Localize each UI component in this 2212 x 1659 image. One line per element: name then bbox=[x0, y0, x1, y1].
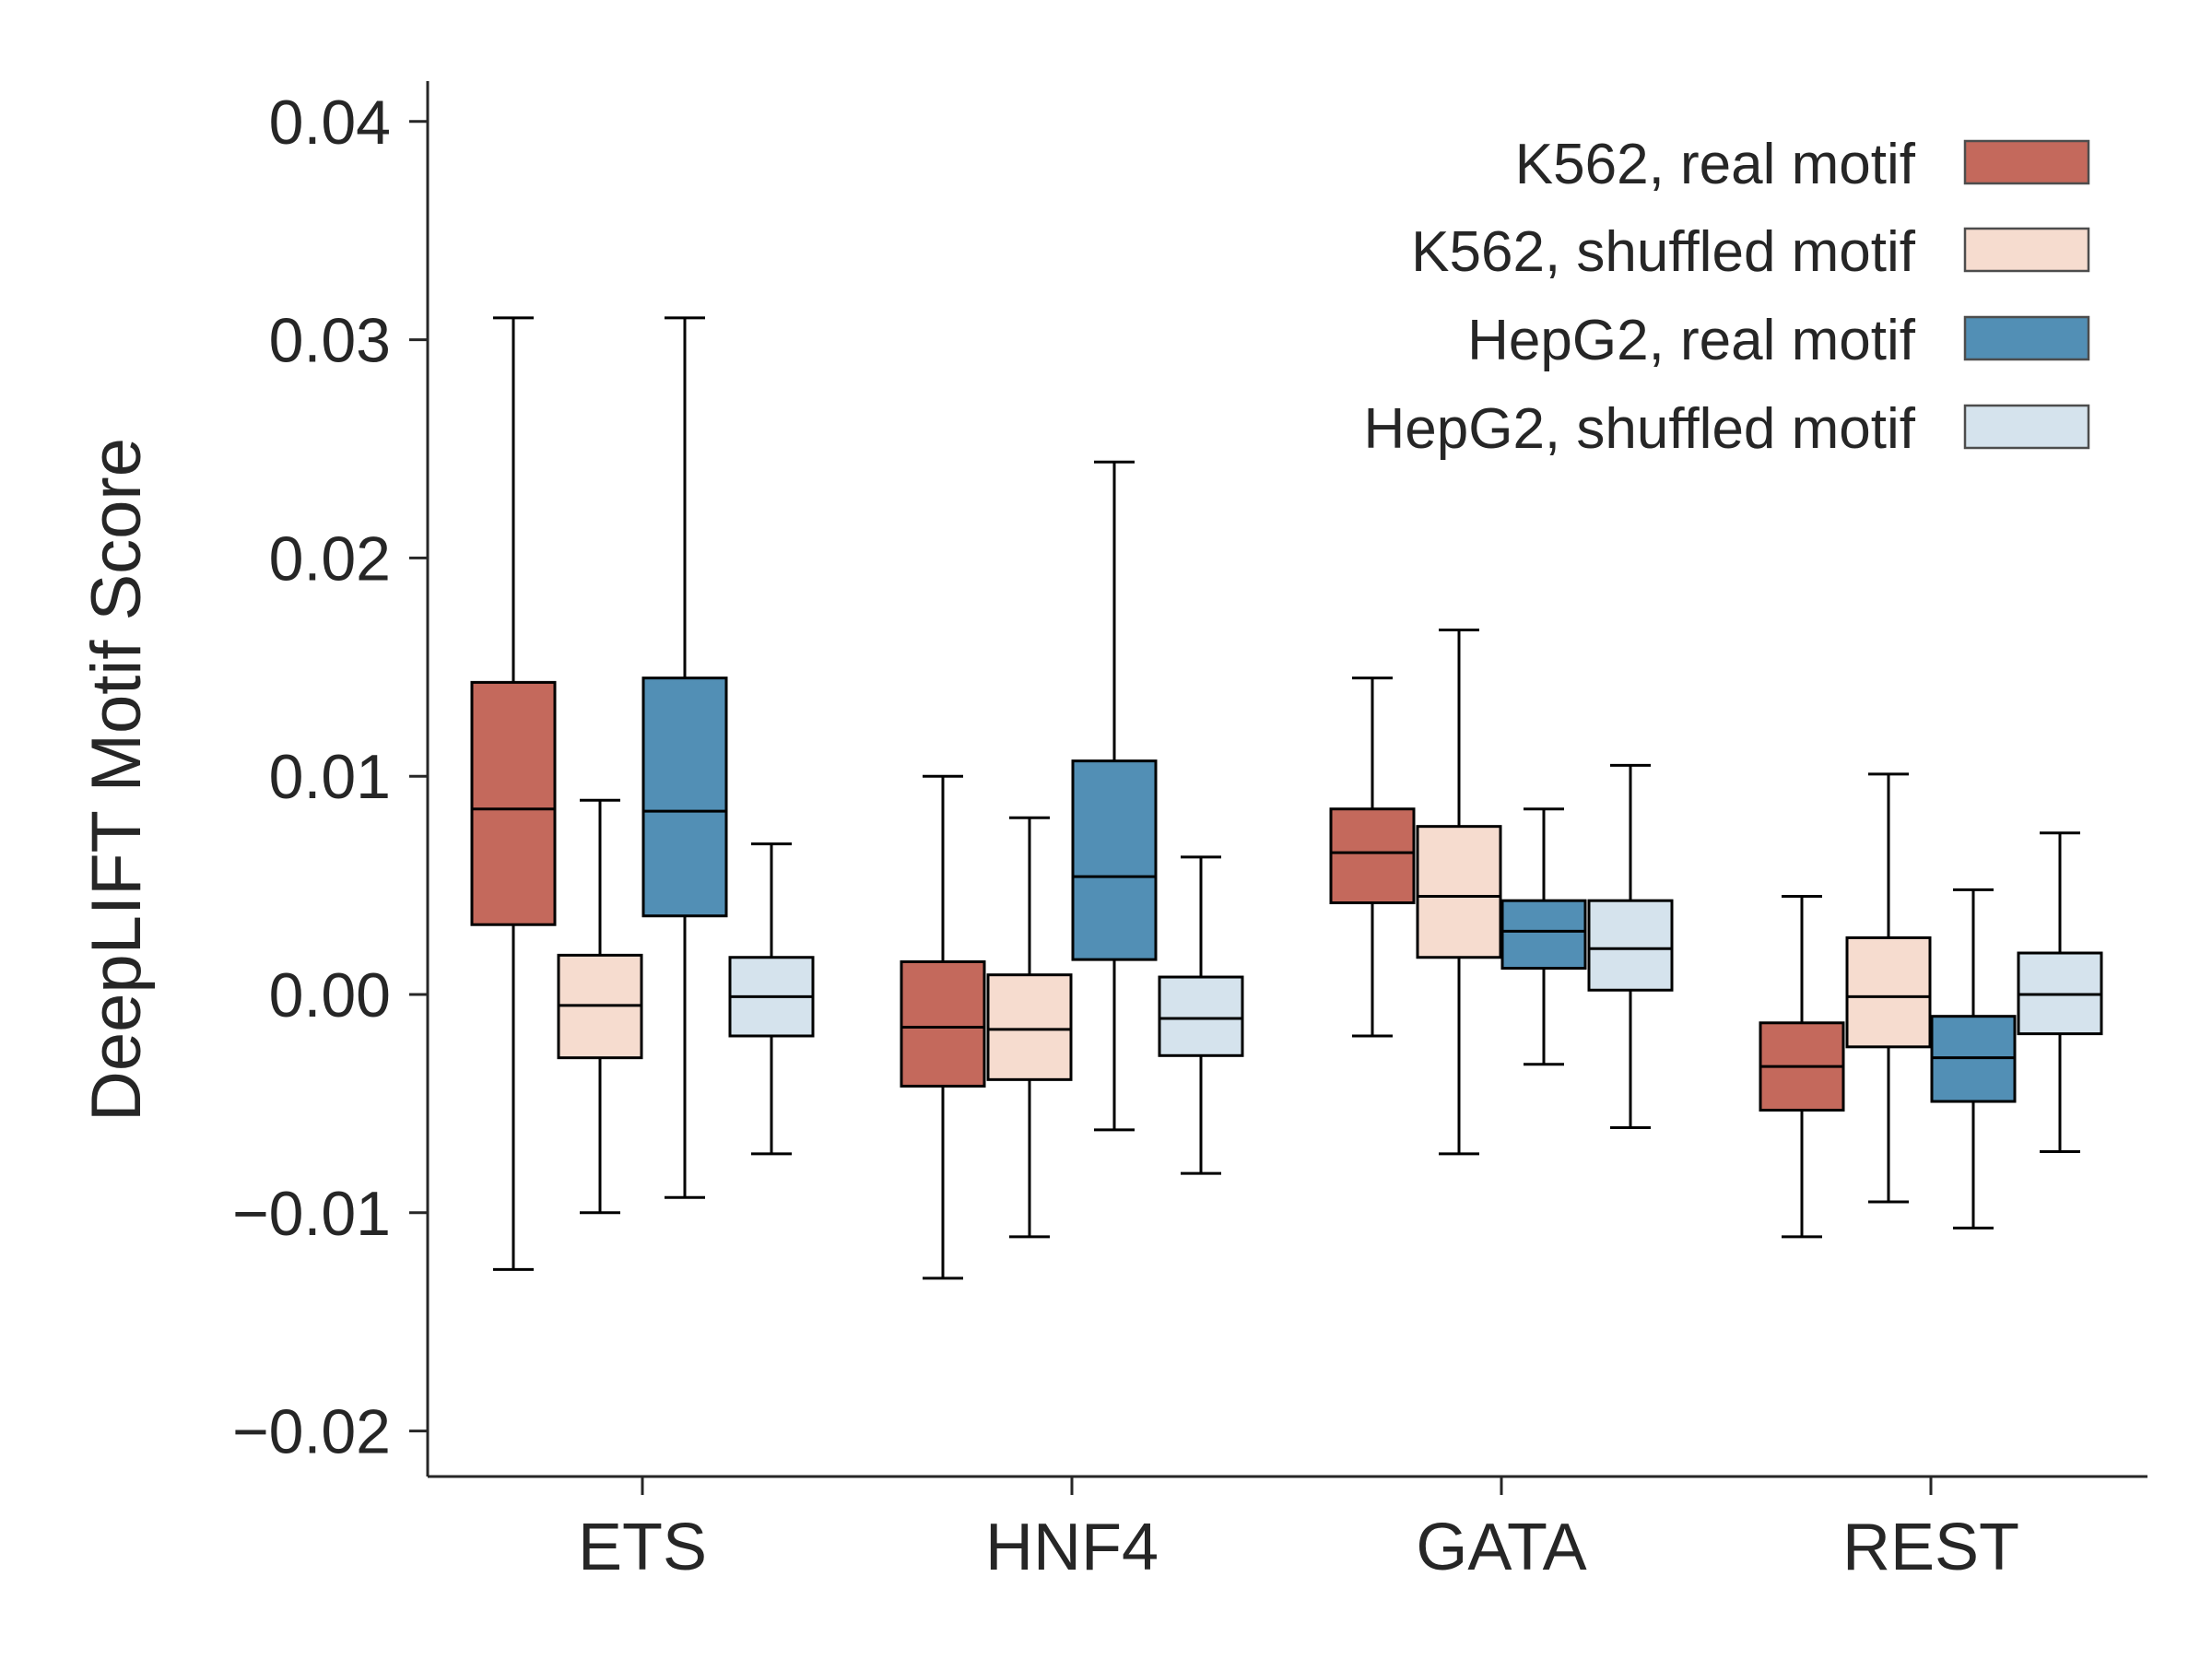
legend: K562, real motif K562, shuffled motif HepG… bbox=[1363, 133, 2090, 461]
box-hnf4-series-3 bbox=[1158, 855, 1244, 1175]
box-ets-series-2 bbox=[641, 316, 728, 1199]
legend-swatch bbox=[1963, 227, 2090, 273]
iqr-box bbox=[1071, 759, 1158, 961]
iqr-box bbox=[470, 680, 557, 926]
legend-swatch bbox=[1963, 139, 2090, 185]
box-ets-series-3 bbox=[728, 842, 815, 1156]
iqr-box bbox=[900, 959, 986, 1088]
iqr-box bbox=[1845, 935, 1932, 1049]
y-tick-label: 0.01 bbox=[269, 742, 391, 812]
box-gata-series-2 bbox=[1500, 807, 1587, 1066]
iqr-box bbox=[1329, 807, 1416, 905]
box-ets-series-0 bbox=[470, 316, 557, 1271]
x-axis-ticks: ETS HNF4 GATA REST bbox=[578, 1477, 2019, 1584]
box-rest-series-2 bbox=[1930, 888, 2017, 1230]
iqr-box bbox=[1158, 975, 1244, 1057]
legend-swatch bbox=[1963, 404, 2090, 450]
box-rest-series-0 bbox=[1759, 894, 1845, 1239]
legend-label: HepG2, real motif bbox=[1467, 309, 1916, 372]
x-tick-label: ETS bbox=[578, 1511, 707, 1584]
x-tick-label: GATA bbox=[1416, 1511, 1586, 1584]
y-tick-label: 0.03 bbox=[269, 306, 391, 376]
y-axis-ticks: −0.02 −0.01 0.00 0.01 0.02 0.03 0.04 bbox=[232, 88, 428, 1467]
legend-label: HepG2, shuffled motif bbox=[1363, 397, 1915, 461]
iqr-box bbox=[1416, 825, 1502, 959]
y-tick-label: 0.02 bbox=[269, 524, 391, 594]
legend-label: K562, real motif bbox=[1515, 133, 1916, 196]
y-axis-label: DeepLIFT Motif Score bbox=[77, 438, 156, 1122]
y-tick-label: 0.04 bbox=[269, 88, 391, 158]
y-tick-label: −0.01 bbox=[232, 1179, 391, 1249]
box-hnf4-series-2 bbox=[1071, 460, 1158, 1132]
legend-label: K562, shuffled motif bbox=[1411, 220, 1916, 284]
box-rest-series-3 bbox=[2017, 831, 2103, 1153]
box-gata-series-1 bbox=[1416, 629, 1502, 1156]
box-hnf4-series-0 bbox=[900, 774, 986, 1280]
iqr-box bbox=[1500, 899, 1587, 971]
legend-swatch bbox=[1963, 315, 2090, 361]
y-tick-label: −0.02 bbox=[232, 1397, 391, 1467]
box-gata-series-3 bbox=[1587, 763, 1674, 1129]
iqr-box bbox=[986, 973, 1073, 1081]
axes bbox=[426, 81, 2147, 1478]
iqr-box bbox=[1587, 899, 1674, 992]
plot-area bbox=[470, 316, 2103, 1280]
box-rest-series-1 bbox=[1845, 772, 1932, 1204]
iqr-box bbox=[641, 677, 728, 918]
y-tick-label: 0.00 bbox=[269, 960, 391, 1030]
x-tick-label: REST bbox=[1842, 1511, 2019, 1584]
x-tick-label: HNF4 bbox=[985, 1511, 1159, 1584]
box-gata-series-0 bbox=[1329, 677, 1416, 1038]
box-ets-series-1 bbox=[557, 798, 643, 1215]
box-hnf4-series-1 bbox=[986, 816, 1073, 1239]
